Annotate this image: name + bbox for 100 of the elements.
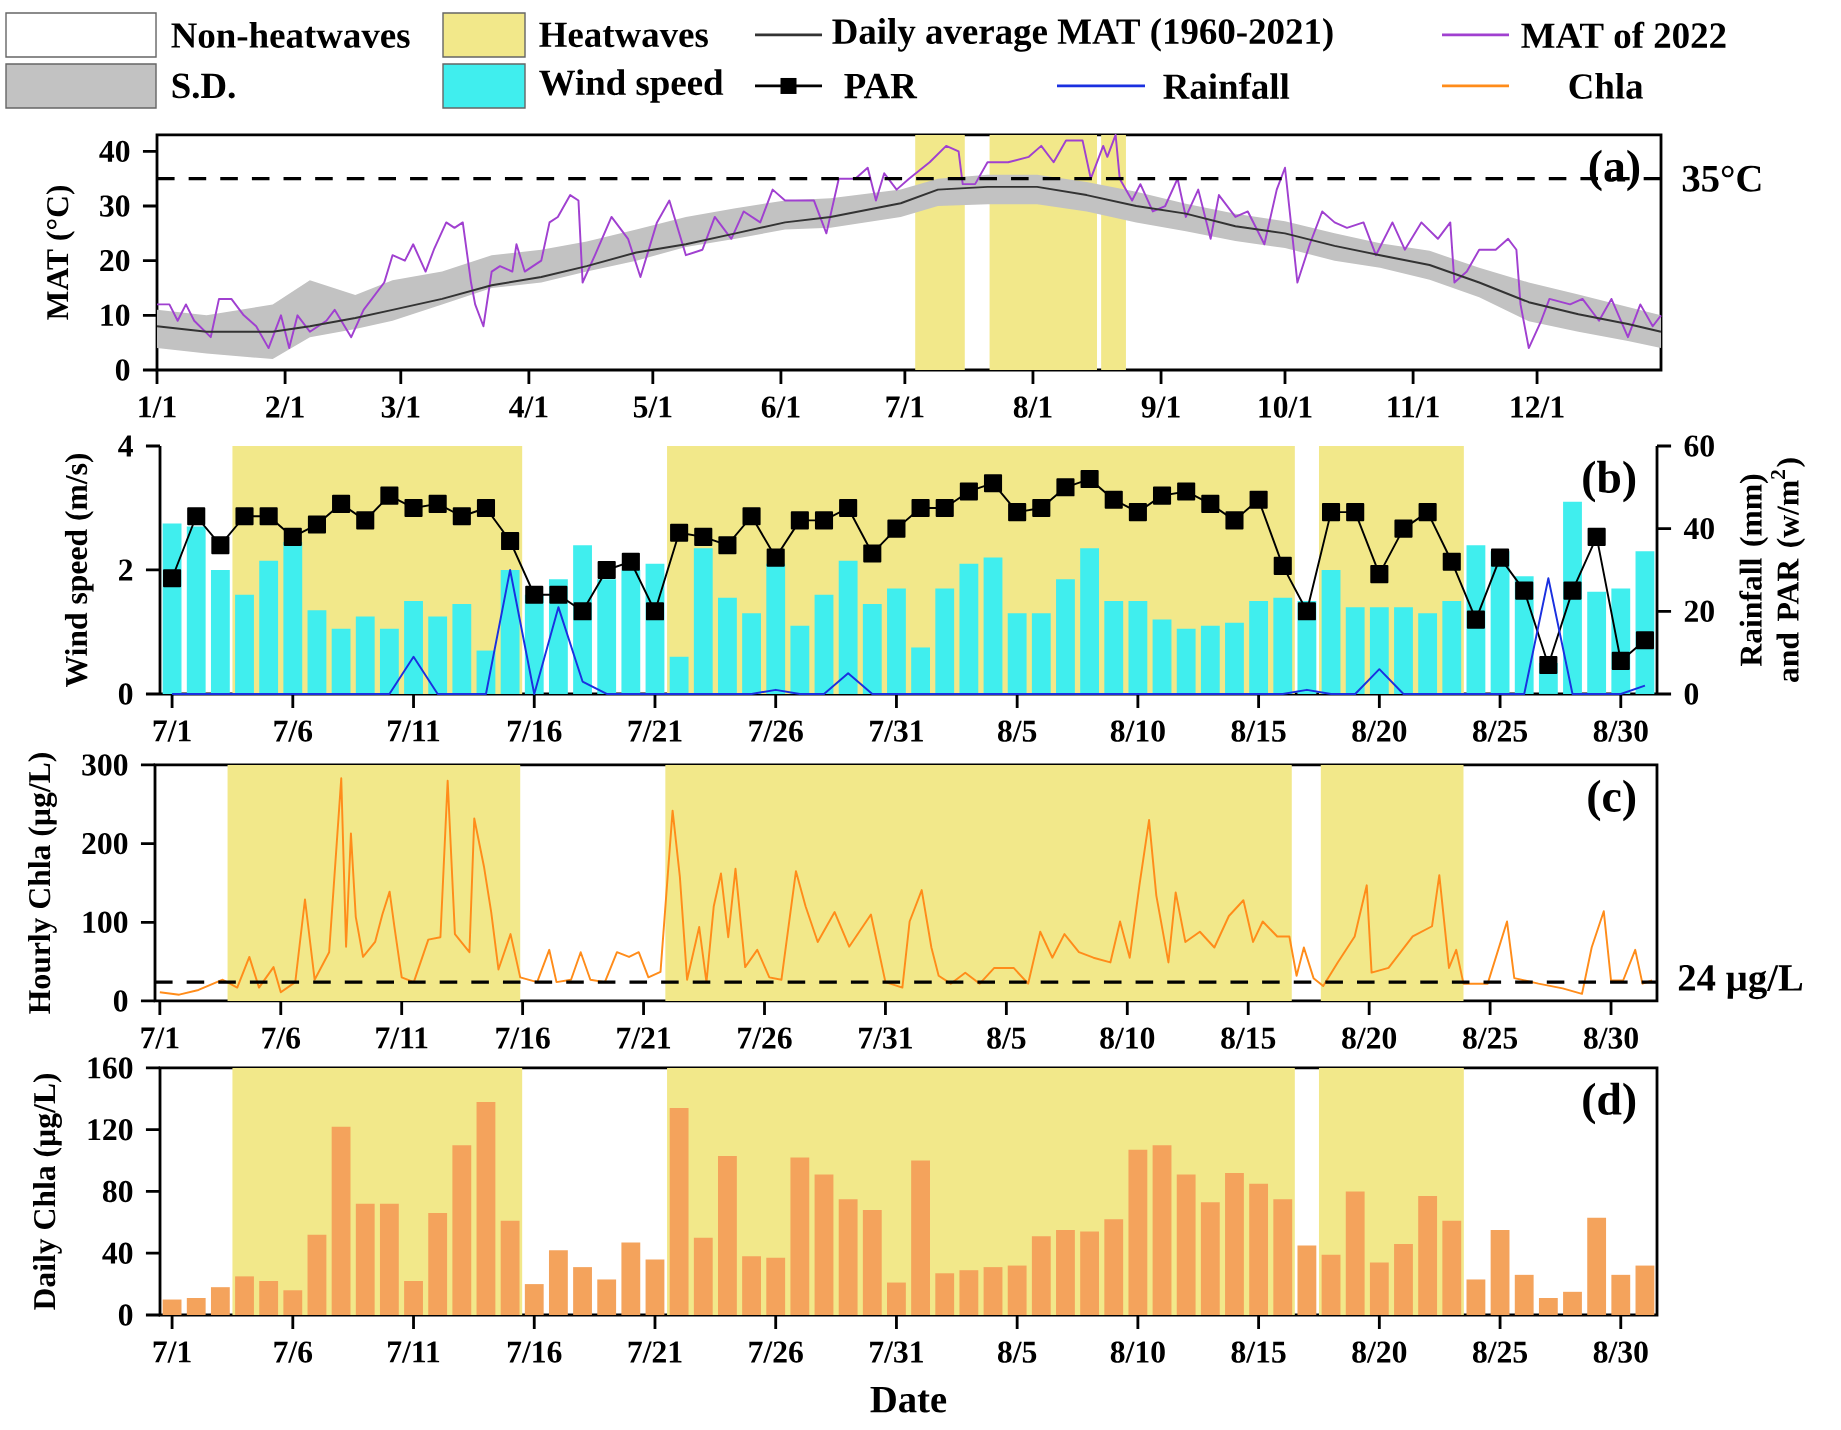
x-tick-label: 7/11: [388, 720, 440, 742]
bar: [259, 1281, 279, 1315]
y-tick-label: 0: [118, 1304, 133, 1326]
bar: [1152, 619, 1172, 694]
y-tick-label: 80: [102, 1180, 133, 1203]
bar: [404, 600, 423, 694]
bar: [911, 1160, 930, 1315]
bar: [428, 616, 448, 694]
y-axis-title: Hourly Chla (µg/L): [28, 753, 57, 1014]
bar: [1514, 1274, 1534, 1315]
y-tick-label: 0: [115, 359, 130, 381]
x-tick-label: 8/5: [998, 720, 1037, 742]
bar: [597, 1279, 617, 1315]
bar: [162, 1299, 182, 1315]
bar: [331, 1126, 351, 1315]
x-tick-label: 8/25: [1472, 1341, 1528, 1363]
x-tick-label: 1/1: [139, 396, 176, 418]
y-tick-label: 20: [100, 249, 130, 272]
x-tick-label: 8/30: [1593, 1341, 1648, 1363]
bar: [404, 1281, 423, 1315]
bar: [428, 1213, 448, 1315]
bar: [452, 604, 472, 694]
bar: [862, 604, 882, 694]
x-tick-label: 7/11: [376, 1027, 428, 1049]
x-tick-label: 8/15: [1231, 1341, 1286, 1363]
bar: [742, 613, 761, 694]
bar: [669, 656, 689, 694]
bar: [1225, 622, 1244, 694]
bar: [1442, 1220, 1462, 1315]
bar: [307, 1234, 327, 1315]
bar: [1418, 613, 1438, 694]
bar: [235, 1276, 254, 1315]
x-tick-label: 3/1: [381, 396, 420, 418]
legend-label: Rainfall: [1163, 72, 1290, 100]
text: S.D.: [172, 73, 235, 99]
bar: [1128, 600, 1148, 694]
bar: [1611, 1274, 1631, 1315]
bar: [1442, 600, 1462, 694]
x-tick-label: 8/25: [1463, 1027, 1518, 1049]
bar: [1104, 600, 1124, 694]
x-tick-label: 8/20: [1342, 1027, 1397, 1049]
bar: [1249, 1183, 1269, 1315]
bar: [1056, 579, 1075, 694]
bar: [1031, 613, 1051, 694]
bar: [1635, 1265, 1655, 1315]
bar: [1538, 1298, 1558, 1315]
bar: [1466, 1279, 1486, 1315]
x-tick-label: 8/5: [987, 1027, 1026, 1049]
x-tick-label: 7/6: [262, 1027, 301, 1049]
annotation: (d): [1583, 1082, 1636, 1125]
x-tick-label: 7/31: [859, 1027, 912, 1049]
bar: [1369, 1262, 1389, 1315]
x-tick-label: 12/1: [1511, 396, 1564, 418]
y-tick-label: 4: [118, 435, 133, 457]
x-tick-label: 7/26: [749, 1341, 803, 1363]
bar: [186, 1298, 206, 1315]
bar: [1152, 1145, 1172, 1315]
x-tick-label: 7/6: [274, 1341, 313, 1363]
bar: [1394, 1243, 1413, 1315]
y-tick-label: 100: [83, 911, 128, 934]
x-tick-label: 7/21: [617, 1027, 671, 1049]
text: Non-heatwaves: [171, 22, 410, 48]
x-tick-label: 7/26: [738, 1027, 792, 1049]
bar: [1563, 1291, 1582, 1315]
x-tick-label: 8/10: [1110, 720, 1165, 742]
y2-tick-label: 60: [1684, 435, 1714, 457]
x-tick-label: 8/10: [1110, 1341, 1165, 1363]
x-tick-label: 8/20: [1352, 1341, 1407, 1363]
bar: [887, 588, 906, 694]
bar: [935, 588, 955, 694]
bar: [838, 1199, 858, 1315]
x-tick-label: 7/1: [141, 1027, 179, 1049]
x-tick-label: 8/30: [1593, 720, 1648, 742]
x-tick-label: 7/31: [870, 720, 923, 742]
bar: [959, 1270, 979, 1315]
y2-tick-label: 0: [1684, 683, 1699, 705]
legend-label: Heatwaves: [539, 22, 708, 48]
bar: [1273, 1199, 1293, 1315]
bar: [718, 597, 737, 694]
legend-label: Chla: [1569, 73, 1643, 99]
x-tick-label: 8/30: [1583, 1027, 1638, 1049]
bar: [355, 1203, 375, 1315]
bar: [742, 1256, 761, 1315]
bar: [500, 569, 520, 694]
x-axis-title: Date: [870, 1386, 947, 1413]
y-tick-label: 40: [99, 140, 130, 163]
bar: [476, 1101, 496, 1315]
bar: [814, 594, 834, 694]
bar: [935, 1273, 955, 1315]
x-tick-label: 7/16: [507, 1341, 562, 1363]
bar: [838, 560, 858, 694]
bar: [1007, 613, 1027, 694]
y2-axis-title: Rainfall (mm) and PAR (w/m$^{2}$): [1739, 458, 1806, 683]
bar: [1345, 607, 1365, 694]
bar: [1104, 1219, 1124, 1315]
bar: [983, 557, 1003, 694]
x-tick-label: 8/20: [1352, 720, 1407, 742]
x-tick-label: 8/10: [1100, 1027, 1155, 1049]
bar: [524, 1284, 544, 1315]
x-tick-label: 7/1: [153, 1341, 191, 1363]
